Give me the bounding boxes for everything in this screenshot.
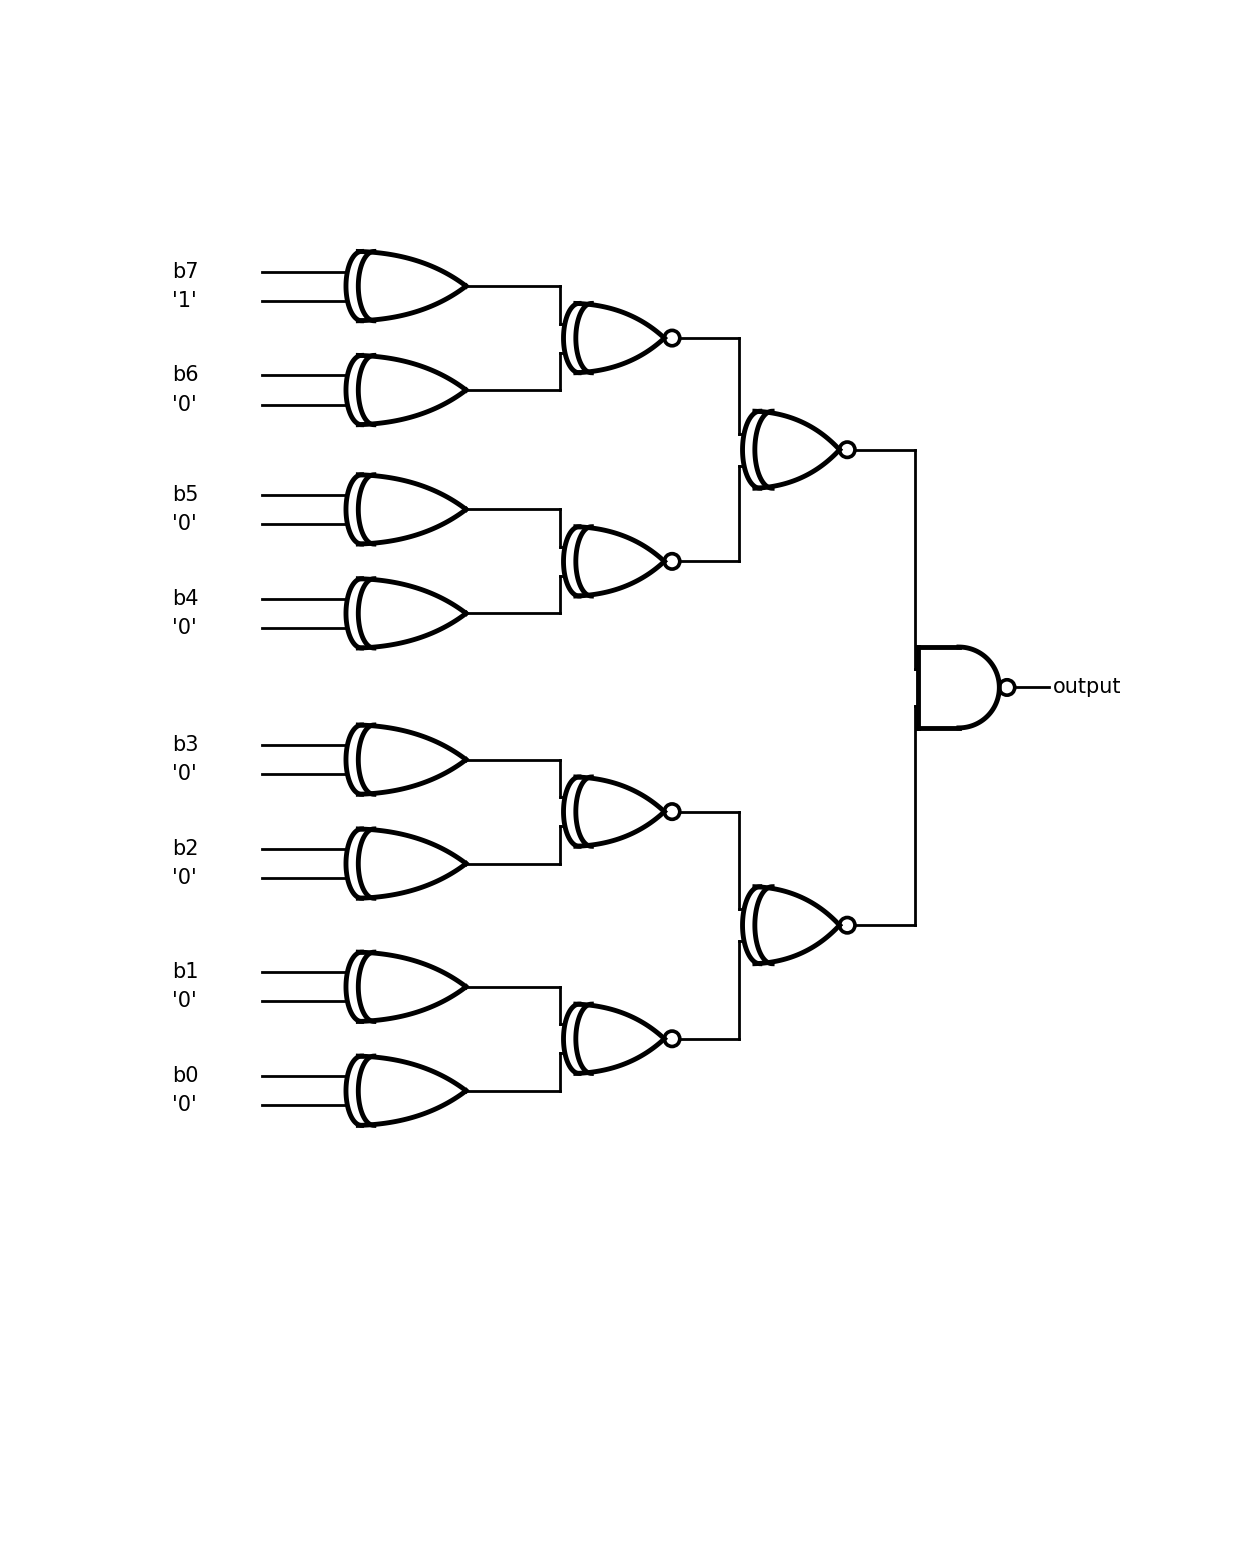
Text: b3: b3 xyxy=(172,735,198,755)
Text: '0': '0' xyxy=(172,992,197,1011)
Text: '0': '0' xyxy=(172,395,197,414)
Text: '1': '1' xyxy=(172,291,197,310)
Text: '0': '0' xyxy=(172,515,197,533)
Text: output: output xyxy=(1053,677,1122,698)
Text: b6: b6 xyxy=(172,366,198,386)
Text: b2: b2 xyxy=(172,839,198,859)
Text: '0': '0' xyxy=(172,618,197,639)
Text: b7: b7 xyxy=(172,262,198,282)
Text: b4: b4 xyxy=(172,589,198,609)
Text: b0: b0 xyxy=(172,1066,198,1087)
Text: '0': '0' xyxy=(172,868,197,888)
Text: '0': '0' xyxy=(172,1096,197,1116)
Text: '0': '0' xyxy=(172,764,197,784)
Text: b5: b5 xyxy=(172,485,198,505)
Text: b1: b1 xyxy=(172,963,198,983)
